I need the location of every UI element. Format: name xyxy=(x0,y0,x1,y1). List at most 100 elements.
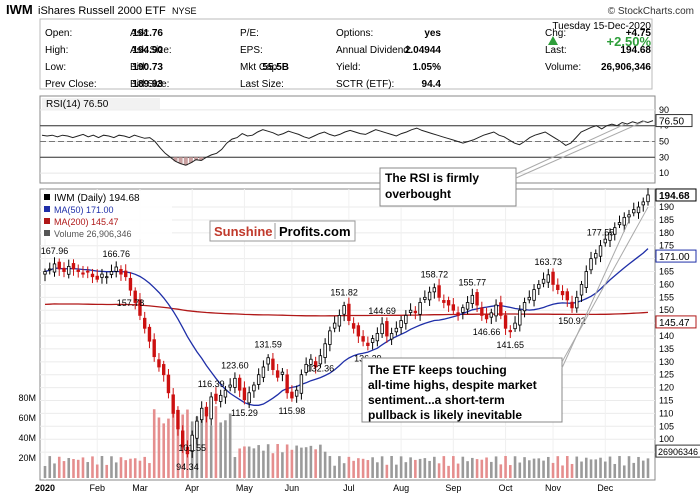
candle-body xyxy=(275,370,280,378)
candle-body xyxy=(280,371,285,375)
legend-entry: Volume 26,906,346 xyxy=(54,229,132,239)
candle-body xyxy=(451,304,456,311)
legend-swatch xyxy=(44,206,50,212)
x-tick-label: Feb xyxy=(89,483,105,493)
candle-body xyxy=(119,269,123,275)
volume-bar xyxy=(285,444,289,478)
volume-bar xyxy=(129,458,132,478)
candle-body xyxy=(399,320,403,328)
price-tick-label: 155 xyxy=(659,292,674,302)
candle-body xyxy=(342,305,346,315)
rsi-tick-label: 90 xyxy=(659,105,669,115)
volume-bar xyxy=(62,461,66,478)
ma200-line xyxy=(44,303,649,317)
volume-bar xyxy=(148,463,151,478)
quote-table-frame xyxy=(39,18,653,90)
quote-value: 194.90 xyxy=(132,45,163,56)
candle-body xyxy=(404,314,408,324)
candle-body xyxy=(484,314,489,320)
candle-body xyxy=(632,209,636,214)
price-tick-label: 150 xyxy=(659,305,674,315)
volume-bar xyxy=(72,459,75,478)
volume-bar xyxy=(214,406,218,478)
candle-body xyxy=(584,271,588,288)
quote-key: Last: xyxy=(545,45,567,56)
volume-bar xyxy=(380,456,384,478)
price-point-label: 150.92 xyxy=(558,316,586,326)
candle-body xyxy=(332,322,337,329)
candle-body xyxy=(375,333,380,342)
volume-bar xyxy=(509,465,512,478)
volume-bar xyxy=(637,456,640,478)
volume-bar xyxy=(385,464,389,478)
candle-body xyxy=(537,284,541,289)
volume-bar xyxy=(523,457,526,478)
volume-bar xyxy=(224,420,227,478)
volume-bar xyxy=(105,464,109,478)
quote-key: Yield: xyxy=(336,62,361,73)
volume-tag xyxy=(655,444,700,458)
candle-body xyxy=(636,206,641,214)
candle-body xyxy=(347,303,351,321)
x-tick-label: 2020 xyxy=(35,483,55,493)
axis-value-tag-text: 145.47 xyxy=(659,318,690,329)
candle-body xyxy=(532,289,536,301)
volume-bar xyxy=(551,462,555,478)
quote-key: Mkt Cap: xyxy=(240,62,280,73)
legend-entry: IWM (Daily) 194.68 xyxy=(54,193,140,204)
candle-body xyxy=(309,358,313,365)
volume-bar xyxy=(176,425,180,478)
candle-body xyxy=(147,326,152,342)
volume-tick-label: 40M xyxy=(18,433,36,443)
candle-body xyxy=(228,384,232,388)
volume-bar xyxy=(452,456,455,478)
legend-bg xyxy=(42,191,172,239)
volume-bar xyxy=(219,422,222,478)
price-tick-label: 105 xyxy=(659,421,674,431)
volume-bar xyxy=(152,409,156,478)
candle-body xyxy=(318,355,323,365)
candle-body xyxy=(157,359,161,368)
legend-entry: MA(50) 171.00 xyxy=(54,205,114,215)
quote-key: Bid Size: xyxy=(130,79,169,90)
volume-bar xyxy=(228,413,232,478)
price-tick-label: 130 xyxy=(659,357,674,367)
volume-bar xyxy=(133,458,137,478)
volume-bar xyxy=(86,462,90,478)
candle-body xyxy=(546,274,550,283)
price-point-label: 167.96 xyxy=(41,246,69,256)
volume-bar xyxy=(290,449,294,478)
legend-swatch xyxy=(44,194,50,200)
candle-body xyxy=(218,394,223,402)
candle-body xyxy=(575,296,579,309)
annotation-line: sentiment...a short-term xyxy=(368,393,505,407)
price-tick-label: 190 xyxy=(659,202,674,212)
annotation-pointer xyxy=(515,120,646,179)
candle-body xyxy=(423,296,427,300)
volume-bar xyxy=(404,462,408,478)
candle-body xyxy=(337,314,342,327)
volume-bar xyxy=(494,456,498,478)
volume-bar xyxy=(243,446,246,478)
price-tick-label: 135 xyxy=(659,344,674,354)
candle-body xyxy=(62,267,66,272)
candle-body xyxy=(162,364,166,376)
volume-bar xyxy=(556,456,560,478)
volume-bar xyxy=(304,447,308,478)
rsi-last-value: 76.50 xyxy=(659,117,684,128)
volume-bar xyxy=(475,459,479,478)
volume-bar xyxy=(247,446,251,478)
volume-bar xyxy=(205,415,208,478)
candle-body xyxy=(480,307,484,316)
price-point-label: 123.60 xyxy=(221,360,249,370)
volume-bar xyxy=(603,461,607,478)
candle-body xyxy=(385,321,389,337)
price-point-label: 151.82 xyxy=(330,288,358,298)
candle-body xyxy=(598,245,603,257)
axis-value-tag xyxy=(655,249,697,263)
watermark: © StockCharts.com xyxy=(608,6,694,17)
rsi-title: RSI(14) 76.50 xyxy=(46,99,109,110)
quote-value: 55.5B xyxy=(262,62,289,73)
volume-bar xyxy=(342,463,346,478)
volume-bar xyxy=(300,447,303,478)
